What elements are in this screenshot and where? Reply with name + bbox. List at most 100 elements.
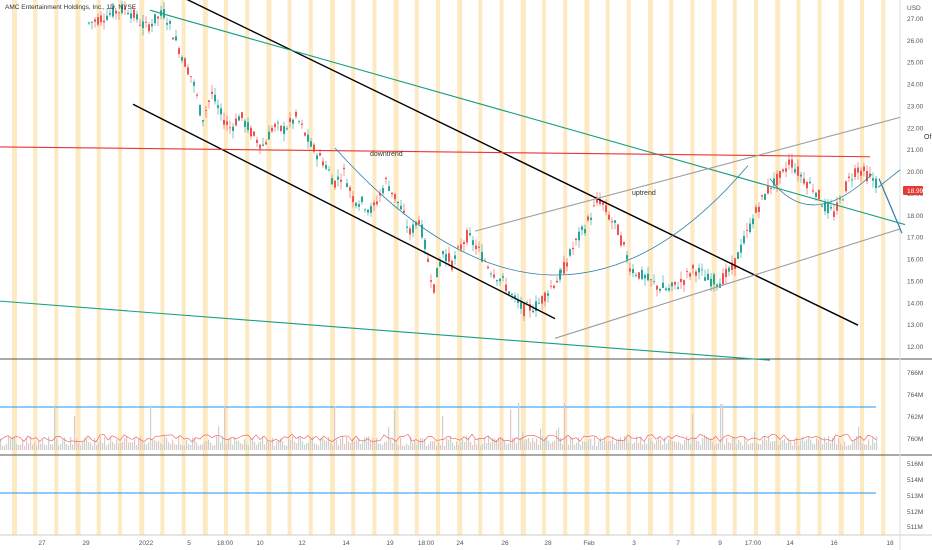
volume-bar	[718, 443, 720, 450]
candle-body	[544, 292, 546, 302]
candle-body	[307, 134, 309, 142]
volume-bar	[552, 441, 554, 450]
candle-body	[689, 273, 691, 277]
candle-body	[373, 202, 375, 206]
session-band	[838, 0, 844, 535]
candle-body	[626, 255, 628, 260]
volume-bar	[56, 438, 58, 450]
candle-body	[833, 211, 835, 217]
volume-bar	[134, 437, 136, 450]
candle-body	[103, 20, 105, 23]
time-tick-label: Feb	[583, 540, 595, 547]
candle-body	[746, 229, 748, 231]
volume-bar	[700, 444, 702, 450]
volume-bar	[784, 438, 786, 450]
volume-bar	[318, 445, 320, 450]
volume-bar	[86, 439, 88, 450]
volume-bar	[836, 444, 838, 450]
volume-bar	[242, 444, 244, 450]
volume-bar	[294, 441, 296, 450]
candle-body	[427, 258, 429, 262]
volume-bar	[262, 436, 264, 450]
candle-body	[286, 128, 288, 130]
volume-bar	[150, 405, 152, 450]
volume-bar	[762, 439, 764, 450]
volume-bar	[792, 445, 794, 450]
volume-bar	[66, 444, 68, 450]
volume-bar	[344, 444, 346, 450]
volume-bar	[618, 438, 620, 450]
candle-body	[355, 202, 357, 206]
volume-bar	[636, 436, 638, 450]
volume-bar	[364, 437, 366, 450]
candle-body	[556, 280, 558, 283]
volume-bar	[120, 442, 122, 450]
candle-body	[235, 118, 237, 126]
candle-body	[88, 22, 90, 24]
candle-body	[563, 261, 565, 274]
volume-bar	[632, 444, 634, 450]
volume-bar	[272, 437, 274, 450]
candle-body	[268, 131, 270, 140]
volume-bar	[264, 444, 266, 450]
volume-bar	[196, 442, 198, 450]
candle-body	[695, 271, 697, 276]
volume-bar	[674, 441, 676, 450]
candle-body	[106, 15, 108, 20]
candle-body	[587, 216, 589, 221]
volume-bar	[70, 436, 72, 450]
volume-bar	[566, 436, 568, 450]
candle-body	[382, 188, 384, 194]
volume-bar	[534, 441, 536, 450]
candle-body	[241, 112, 243, 119]
candle-body	[716, 284, 718, 287]
volume-bar	[44, 444, 46, 450]
candle-body	[196, 94, 198, 96]
candle-body	[466, 230, 468, 243]
candle-body	[632, 269, 634, 274]
candle-body	[418, 220, 420, 225]
volume-bar	[424, 438, 426, 450]
volume-bar	[24, 445, 26, 450]
candle-body	[758, 206, 760, 213]
candle-body	[118, 12, 120, 14]
candle-body	[596, 198, 598, 203]
candle-body	[842, 199, 844, 201]
volume-bar	[396, 443, 398, 450]
volume-bar	[620, 437, 622, 450]
trend-line	[149, 9, 906, 226]
volume-bar	[832, 437, 834, 450]
candle-body	[520, 302, 522, 309]
candle-body	[707, 273, 709, 280]
candle-body	[776, 173, 778, 186]
candle-body	[250, 127, 252, 137]
candle-body	[487, 266, 489, 269]
volume-bar	[192, 437, 194, 450]
volume-bar	[740, 441, 742, 450]
indicator-tick-label: 513M	[907, 493, 923, 500]
volume-bar	[432, 441, 434, 450]
volume-bar	[844, 441, 846, 450]
volume-bar	[786, 442, 788, 450]
volume-bar	[270, 441, 272, 450]
volume-bar	[644, 441, 646, 450]
candle-body	[857, 167, 859, 173]
volume-bar	[716, 443, 718, 450]
volume-bar	[154, 440, 156, 450]
volume-bar	[140, 436, 142, 450]
volume-bar	[654, 443, 656, 450]
session-band	[563, 0, 568, 535]
volume-bar	[874, 443, 876, 450]
candle-body	[770, 187, 772, 189]
candle-body	[493, 274, 495, 278]
candle-body	[454, 255, 456, 259]
volume-bar	[46, 445, 48, 450]
price-tick-label: 12.00	[907, 344, 924, 351]
volume-bar	[754, 431, 756, 450]
volume-bar	[696, 440, 698, 450]
volume-bar	[646, 444, 648, 450]
volume-bar	[206, 441, 208, 450]
session-band	[351, 0, 356, 535]
candle-body	[361, 196, 363, 202]
